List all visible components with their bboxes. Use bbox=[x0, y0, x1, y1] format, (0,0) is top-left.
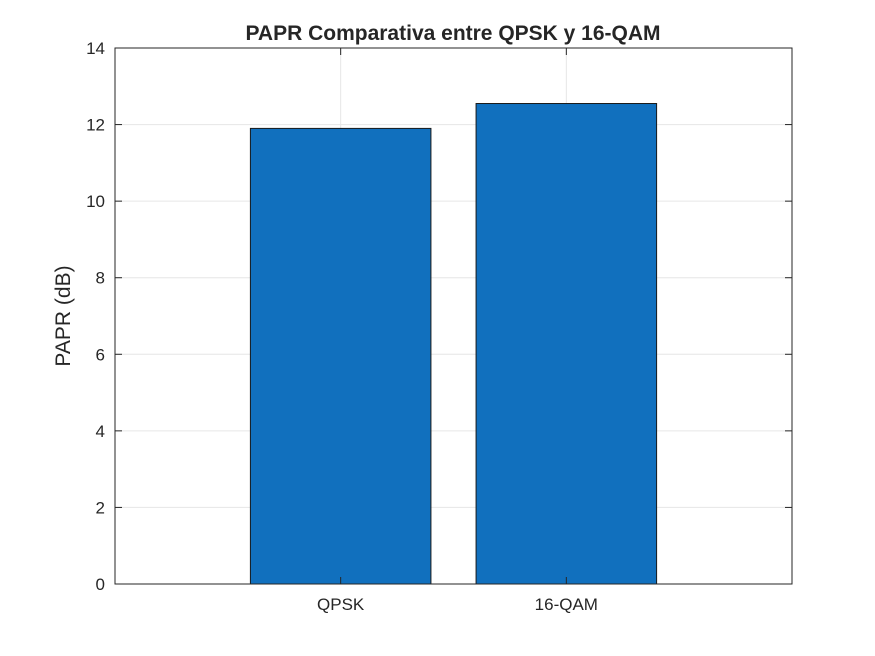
y-tick-labels: 0 2 4 6 8 10 12 14 bbox=[86, 39, 105, 594]
bar-16-qam bbox=[475, 103, 658, 585]
x-tick-label: 16-QAM bbox=[535, 595, 598, 614]
y-tick-label: 10 bbox=[86, 192, 105, 211]
y-tick-label: 14 bbox=[86, 39, 105, 58]
y-tick-label: 8 bbox=[96, 269, 105, 288]
bars bbox=[249, 103, 658, 585]
y-tick-label: 0 bbox=[96, 575, 105, 594]
y-tick-label: 2 bbox=[96, 498, 105, 517]
x-tick-label: QPSK bbox=[317, 595, 365, 614]
y-tick-label: 4 bbox=[96, 422, 105, 441]
y-axis-label: PAPR (dB) bbox=[52, 265, 75, 366]
plot-area-border bbox=[114, 47, 793, 585]
chart-title: PAPR Comparativa entre QPSK y 16-QAM bbox=[245, 22, 660, 45]
y-tick-label: 6 bbox=[96, 345, 105, 364]
bar-qpsk bbox=[249, 127, 432, 585]
x-tick-labels: QPSK 16-QAM bbox=[317, 595, 598, 614]
y-tick-label: 12 bbox=[86, 116, 105, 135]
tick-marks bbox=[115, 47, 792, 585]
